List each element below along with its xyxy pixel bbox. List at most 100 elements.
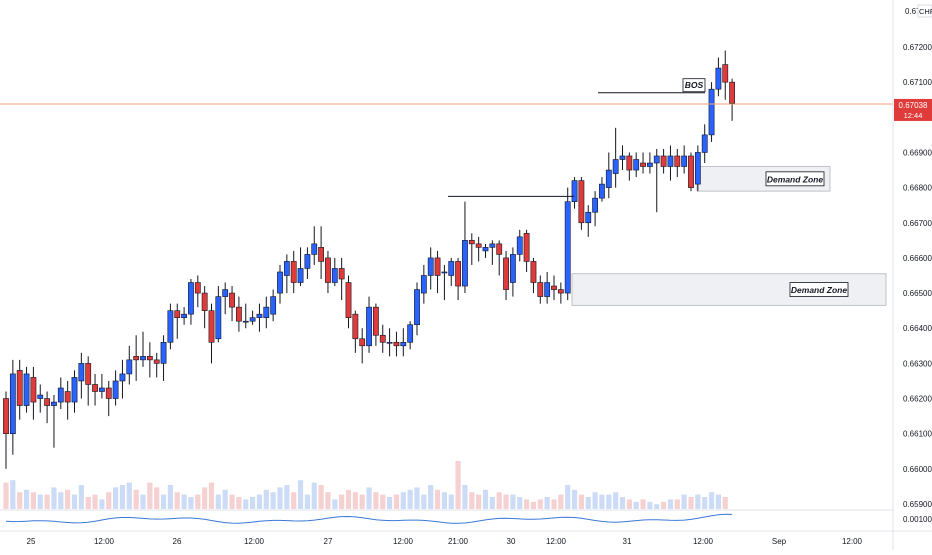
candle-body <box>318 247 324 262</box>
candle-body <box>379 334 386 343</box>
candle-body <box>578 180 585 224</box>
x-tick-label: 27 <box>324 537 333 546</box>
candle-body <box>119 373 126 382</box>
indicator-line <box>5 513 733 524</box>
volume-bar <box>270 492 276 509</box>
candle-body <box>612 159 619 174</box>
candle-body <box>222 289 229 297</box>
volume-bar <box>202 487 208 509</box>
candle-body <box>242 320 249 323</box>
candle-body <box>660 155 667 167</box>
volume-bar <box>606 494 612 509</box>
candle-body <box>496 243 503 255</box>
volume-bar <box>489 497 495 509</box>
candle-body <box>311 243 318 255</box>
candle-body <box>44 398 50 406</box>
volume-bar <box>592 492 598 509</box>
volume-bar <box>318 485 324 509</box>
volume-bar <box>277 487 283 509</box>
x-tick-label: 12:00 <box>842 537 863 546</box>
volume-bar <box>352 492 358 509</box>
x-tick-label: 26 <box>173 537 182 546</box>
candle-body <box>270 296 277 315</box>
volume-bar <box>10 480 16 509</box>
y-tick-label: 0.66300 <box>903 359 932 368</box>
volume-bar <box>619 497 626 509</box>
volume-bar <box>387 497 393 509</box>
bos-label: BOS <box>685 80 704 90</box>
candle-body <box>393 341 400 347</box>
y-tick-label: 0.66800 <box>903 184 932 193</box>
volume-bar <box>722 497 728 509</box>
volume-bar <box>414 487 420 509</box>
candle-body <box>16 370 23 406</box>
volume-bar <box>448 494 454 509</box>
volume-bar <box>119 485 126 509</box>
volume-bar <box>17 492 23 509</box>
volume-bar <box>469 492 475 509</box>
y-tick-label: 0.67100 <box>903 78 932 87</box>
volume-bar <box>380 494 386 509</box>
x-tick-label: 12:00 <box>693 537 714 546</box>
candle-body <box>633 159 640 171</box>
x-tick-label: 12:00 <box>244 537 265 546</box>
candle-body <box>283 261 290 276</box>
currency-label: CHF <box>919 7 932 16</box>
volume-bar <box>167 485 173 509</box>
candle-body <box>523 233 530 262</box>
candle-body <box>366 306 372 347</box>
candle-body <box>140 356 146 361</box>
volume-bar <box>256 494 263 509</box>
y-tick-label: 0.66100 <box>903 430 932 439</box>
candle-body <box>174 310 181 318</box>
candle-body <box>3 398 9 434</box>
candle-body <box>181 313 187 318</box>
countdown-label: 12:44 <box>904 111 923 120</box>
candle-body <box>468 240 475 245</box>
volume-bar <box>147 482 153 509</box>
candle-body <box>37 394 44 399</box>
candle-body <box>619 155 626 160</box>
candle-body <box>57 387 64 403</box>
volume-bar <box>291 492 297 509</box>
candle-body <box>722 64 729 83</box>
volume-bar <box>441 492 447 509</box>
candle-body <box>653 155 660 164</box>
x-tick-label: 31 <box>623 537 632 546</box>
candle-body <box>427 257 434 276</box>
candle-body <box>23 373 30 406</box>
volume-bar <box>482 489 489 509</box>
candle-body <box>153 359 160 364</box>
volume-bar <box>92 494 98 509</box>
volume-bar <box>695 494 701 509</box>
volume-bar <box>284 485 290 509</box>
volume-bar <box>708 492 715 509</box>
volume-bar <box>250 497 256 509</box>
candle-body <box>71 377 78 403</box>
candle-body <box>571 180 578 202</box>
x-tick-label: 12:00 <box>94 537 115 546</box>
volume-bar <box>140 494 146 509</box>
x-tick-label: 12:00 <box>393 537 414 546</box>
volume-bar <box>359 494 365 509</box>
candle-body <box>386 341 393 344</box>
volume-bar <box>530 501 537 509</box>
candle-body <box>694 152 701 185</box>
candle-body <box>592 197 598 213</box>
candle-body <box>92 384 98 392</box>
volume-bar <box>599 494 605 509</box>
volume-bar <box>715 494 721 509</box>
volume-layer <box>3 461 728 509</box>
candle-body <box>277 271 283 294</box>
volume-bar <box>30 492 36 509</box>
volume-bar <box>99 499 105 509</box>
volume-bar <box>647 501 653 509</box>
volume-bar <box>37 494 43 509</box>
candle-body <box>462 240 468 287</box>
y-tick-label: 0.65900 <box>903 500 932 509</box>
candle-body <box>557 289 564 294</box>
candle-body <box>626 155 633 171</box>
volume-bar <box>311 482 317 509</box>
